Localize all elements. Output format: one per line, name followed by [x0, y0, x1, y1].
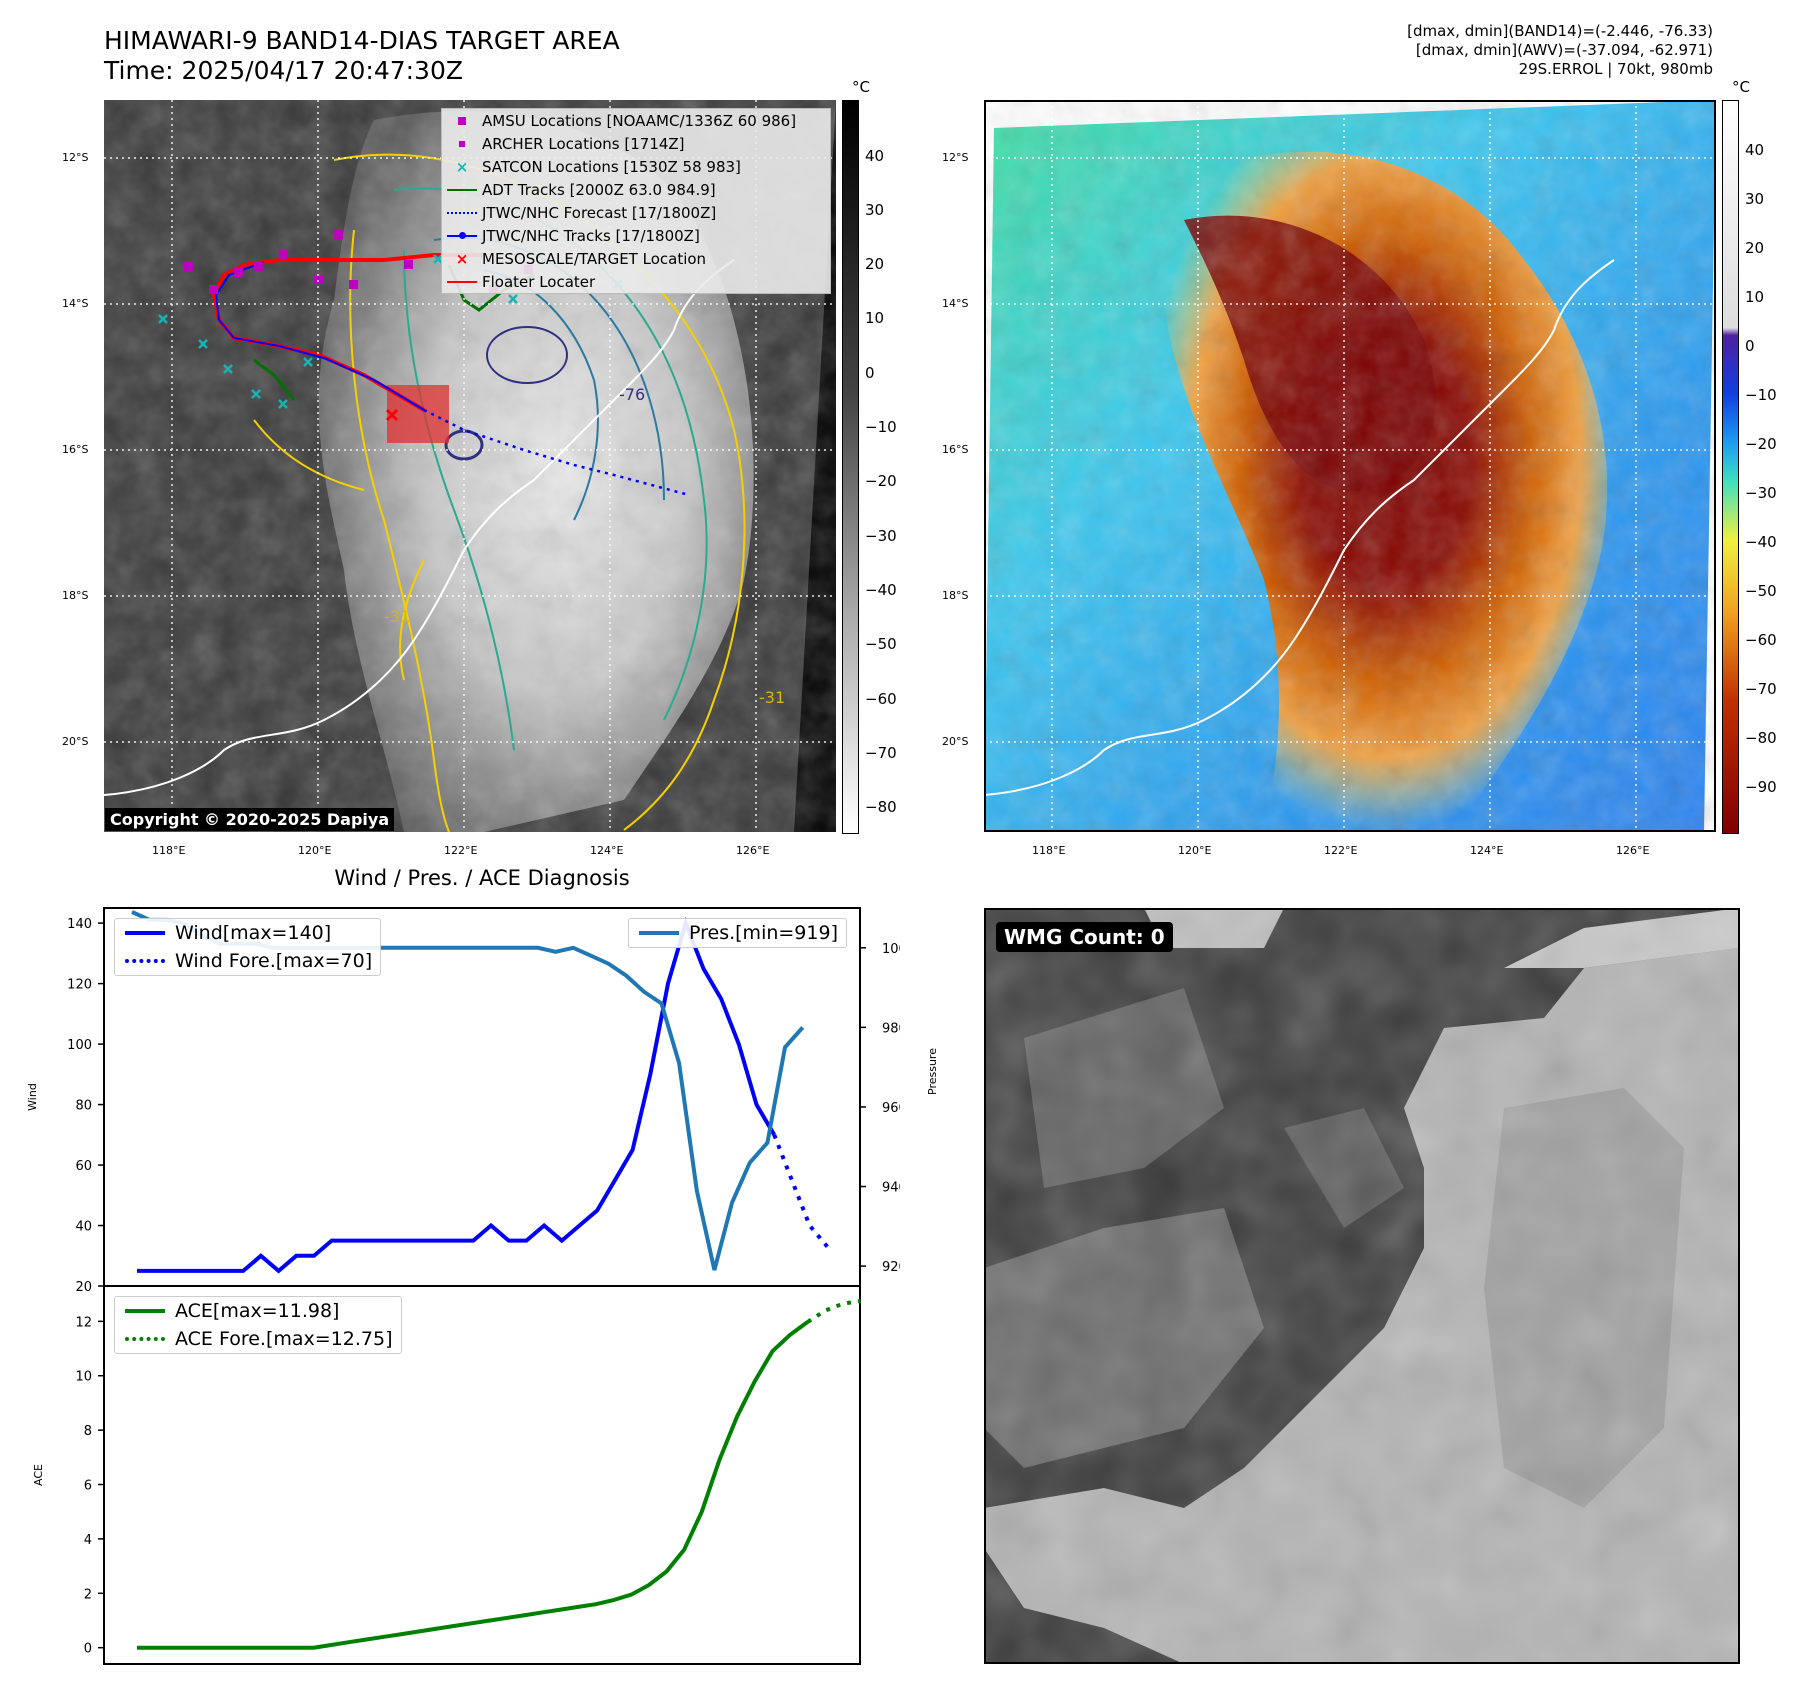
line-icon [442, 188, 482, 191]
line-icon [115, 1309, 175, 1313]
line-icon [442, 280, 482, 283]
lat-label: 20°S [62, 735, 89, 748]
page-title: HIMAWARI-9 BAND14-DIAS TARGET AREA Time:… [104, 26, 620, 86]
wmg-panel [984, 908, 1740, 1664]
lat-label: 18°S [62, 589, 89, 602]
lon-label: 120°E [298, 844, 332, 857]
lon-label: 124°E [590, 844, 624, 857]
wind-tick-label: 120 [67, 978, 92, 993]
title-line-1: HIMAWARI-9 BAND14-DIAS TARGET AREA [104, 26, 620, 55]
legend-item-target: × MESOSCALE/TARGET Location [442, 247, 830, 270]
ace-tick-label: 0 [84, 1642, 92, 1657]
legend-wind-forecast: Wind Fore.[max=70] [115, 947, 380, 975]
x-marker-icon: × [455, 157, 469, 176]
contour-label-3: -31 [759, 688, 785, 707]
wmg-count-badge: WMG Count: 0 [996, 922, 1173, 952]
info-line-1: [dmax, dmin](BAND14)=(-2.446, -76.33) [1407, 22, 1713, 40]
legend-pressure: Pres.[min=919] [629, 919, 846, 947]
lat-label: 12°S [942, 151, 969, 164]
series-line-0 [137, 916, 776, 1274]
ace-tick-label: 10 [75, 1370, 92, 1385]
pressure-axis-label: Pressure [926, 1048, 939, 1095]
legend-ace: ACE[max=11.98] [115, 1297, 401, 1325]
lat-label: 18°S [942, 589, 969, 602]
lon-label: 122°E [444, 844, 478, 857]
ace-tick-label: 2 [84, 1587, 92, 1602]
lon-label: 122°E [1324, 844, 1358, 857]
line-icon [115, 931, 175, 935]
legend-ace-forecast: ACE Fore.[max=12.75] [115, 1325, 401, 1353]
wind-legend: Wind[max=140] Wind Fore.[max=70] [114, 918, 382, 976]
square-marker-icon [442, 140, 482, 147]
ace-axis-label: ACE [32, 1464, 45, 1486]
lon-label: 120°E [1178, 844, 1212, 857]
line-icon [629, 931, 689, 935]
pressure-tick-label: 940 [882, 1181, 900, 1196]
map-legend: AMSU Locations [NOAAMC/1336Z 60 986] ARC… [441, 108, 831, 294]
ace-tick-label: 8 [84, 1424, 92, 1439]
legend-item-satcon: × SATCON Locations [1530Z 58 983] [442, 155, 830, 178]
dotted-line-icon [115, 959, 175, 963]
contour-label-2: -31 [384, 607, 410, 626]
lon-label: 126°E [1616, 844, 1650, 857]
lat-label: 20°S [942, 735, 969, 748]
legend-item-adt: ADT Tracks [2000Z 63.0 984.9] [442, 178, 830, 201]
legend-item-archer: ARCHER Locations [1714Z] [442, 132, 830, 155]
ace-tick-label: 4 [84, 1533, 92, 1548]
wind-tick-label: 140 [67, 917, 92, 932]
dotted-line-icon [442, 211, 482, 214]
ace-tick-label: 6 [84, 1479, 92, 1494]
lon-label: 124°E [1470, 844, 1504, 857]
pressure-tick-label: 1000 [882, 942, 900, 957]
wind-tick-label: 80 [75, 1099, 92, 1114]
lat-label: 16°S [942, 443, 969, 456]
title-line-2: Time: 2025/04/17 20:47:30Z [104, 56, 463, 85]
color-colorbar [1722, 100, 1739, 834]
pressure-tick-label: 920 [882, 1260, 900, 1275]
diagnosis-title: Wind / Pres. / ACE Diagnosis [334, 866, 630, 890]
wind-tick-label: 100 [67, 1038, 92, 1053]
copyright-badge: Copyright © 2020-2025 Dapiya [105, 808, 395, 831]
lat-label: 16°S [62, 443, 89, 456]
pressure-tick-label: 980 [882, 1021, 900, 1036]
lon-label: 118°E [1032, 844, 1066, 857]
wind-tick-label: 40 [75, 1220, 92, 1235]
legend-item-forecast: JTWC/NHC Forecast [17/1800Z] [442, 201, 830, 224]
lat-label: 12°S [62, 151, 89, 164]
legend-wind: Wind[max=140] [115, 919, 380, 947]
storm-info: [dmax, dmin](BAND14)=(-2.446, -76.33) [d… [1407, 22, 1713, 79]
colorbar-unit: °C [852, 78, 870, 96]
gray-colorbar [842, 100, 859, 834]
pressure-tick-label: 960 [882, 1101, 900, 1116]
info-line-3: 29S.ERROL | 70kt, 980mb [1518, 60, 1713, 78]
legend-item-floater: Floater Locater [442, 270, 830, 293]
info-line-2: [dmax, dmin](AWV)=(-37.094, -62.971) [1415, 41, 1713, 59]
legend-item-amsu: AMSU Locations [NOAAMC/1336Z 60 986] [442, 109, 830, 132]
ace-tick-label: 12 [75, 1315, 92, 1330]
ace-legend: ACE[max=11.98] ACE Fore.[max=12.75] [114, 1296, 402, 1354]
series-line-1 [772, 1134, 829, 1248]
lat-label: 14°S [942, 297, 969, 310]
line-dot-icon [442, 232, 482, 239]
colorbar-unit: °C [1732, 78, 1750, 96]
x-marker-icon: × [455, 249, 469, 268]
wind-axis-label: Wind [26, 1083, 39, 1111]
awv-map [984, 100, 1716, 832]
legend-item-tracks: JTWC/NHC Tracks [17/1800Z] [442, 224, 830, 247]
pressure-legend: Pres.[min=919] [628, 918, 847, 948]
ace-series-line-0 [137, 1320, 809, 1650]
lon-label: 126°E [736, 844, 770, 857]
square-marker-icon [442, 116, 482, 125]
contour-label-1: -76 [619, 385, 645, 404]
dotted-line-icon [115, 1337, 175, 1341]
wind-tick-label: 60 [75, 1159, 92, 1174]
lat-label: 14°S [62, 297, 89, 310]
lon-label: 118°E [152, 844, 186, 857]
wind-tick-label: 20 [75, 1280, 92, 1295]
